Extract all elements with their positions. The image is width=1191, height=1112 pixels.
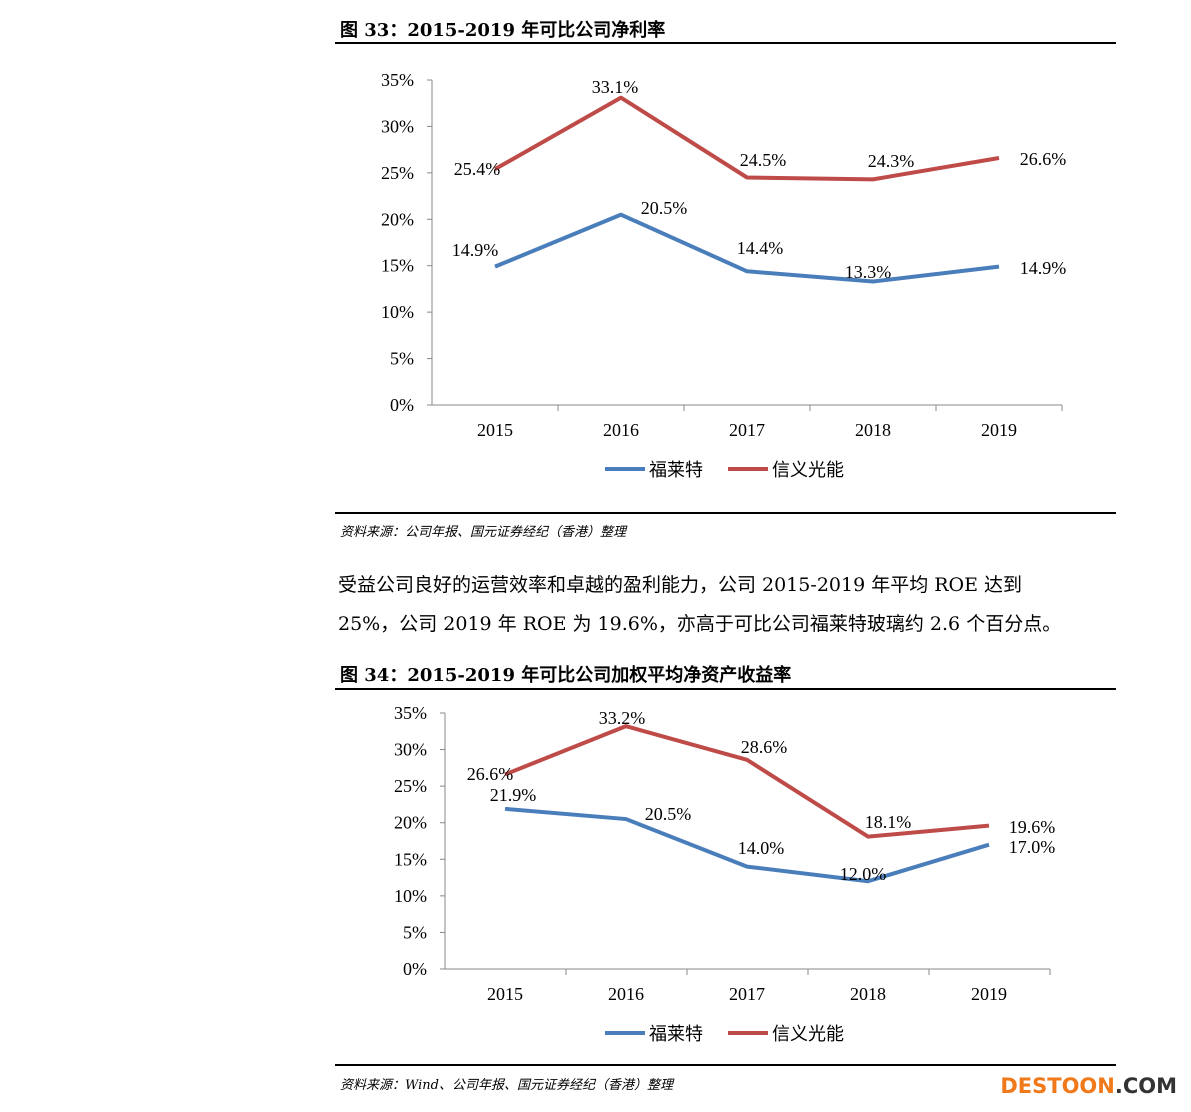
data-label: 14.9% (1020, 258, 1067, 278)
net-margin-chart: 0% 5% 10% 15% 20% 25% 30% 35% 2015 2016 2017 2018 20… (381, 70, 1067, 480)
data-label: 28.6% (741, 737, 788, 757)
series-line-xinyi (494, 95, 1000, 182)
figure-34-title: 图 34：2015-2019 年可比公司加权平均净资产收益率 (340, 665, 792, 686)
data-label: 20.5% (641, 198, 688, 218)
y-tick-label: 15% (394, 849, 427, 869)
series-line-xinyi (504, 724, 990, 839)
watermark-logo: DESTOON.COM (1000, 1074, 1177, 1098)
x-tick-label: 2018 (850, 984, 886, 1004)
data-label: 12.0% (840, 864, 887, 884)
y-tick-label: 25% (394, 776, 427, 796)
x-tick-label: 2016 (608, 984, 644, 1004)
data-label: 21.9% (490, 785, 537, 805)
y-tick-label: 20% (381, 209, 414, 229)
divider (335, 1064, 1116, 1066)
legend-label: 福莱特 (649, 460, 703, 480)
y-tick-label: 30% (394, 740, 427, 760)
divider (335, 688, 1116, 690)
y-tick-label: 10% (381, 302, 414, 322)
legend-label: 福莱特 (649, 1024, 703, 1044)
data-label: 25.4% (454, 159, 501, 179)
series-line-flat (504, 806, 990, 884)
roe-chart: 0% 5% 10% 15% 20% 25% 30% 35% 2015 2016 2017 2018 20… (394, 703, 1056, 1044)
y-tick-label: 5% (403, 922, 427, 942)
x-tick-label: 2017 (729, 420, 765, 440)
data-label: 13.3% (845, 262, 892, 282)
figure-33-source: 资料来源：公司年报、国元证券经纪（香港）整理 (340, 525, 627, 540)
data-label: 33.1% (592, 77, 639, 97)
data-label: 20.5% (645, 804, 692, 824)
data-label: 26.6% (467, 764, 514, 784)
x-tick-label: 2016 (603, 420, 639, 440)
data-label: 26.6% (1020, 149, 1067, 169)
x-tick-label: 2015 (477, 420, 513, 440)
divider (335, 42, 1116, 44)
series-line-flat (494, 212, 1000, 284)
x-tick-label: 2015 (487, 984, 523, 1004)
data-label: 14.4% (737, 238, 784, 258)
y-tick-label: 0% (403, 959, 427, 979)
divider (335, 512, 1116, 514)
y-tick-label: 25% (381, 163, 414, 183)
data-label: 19.6% (1009, 817, 1056, 837)
y-tick-label: 5% (390, 349, 414, 369)
data-label: 33.2% (599, 708, 646, 728)
data-label: 14.9% (452, 240, 499, 260)
y-tick-label: 35% (381, 70, 414, 90)
data-label: 18.1% (865, 812, 912, 832)
data-label: 14.0% (738, 838, 785, 858)
x-tick-label: 2019 (981, 420, 1017, 440)
x-tick-label: 2018 (855, 420, 891, 440)
data-label: 24.5% (740, 150, 787, 170)
legend-label: 信义光能 (772, 460, 844, 480)
figure-34-source: 资料来源：Wind、公司年报、国元证券经纪（香港）整理 (340, 1078, 673, 1093)
y-tick-label: 0% (390, 395, 414, 415)
x-tick-label: 2019 (971, 984, 1007, 1004)
data-label: 17.0% (1009, 837, 1056, 857)
y-tick-label: 35% (394, 703, 427, 723)
x-tick-label: 2017 (729, 984, 765, 1004)
legend-label: 信义光能 (772, 1024, 844, 1044)
figure-33-title: 图 33：2015-2019 年可比公司净利率 (340, 20, 666, 41)
y-tick-label: 20% (394, 813, 427, 833)
y-tick-label: 15% (381, 256, 414, 276)
data-label: 24.3% (868, 151, 915, 171)
body-paragraph-line-2: 25%，公司 2019 年 ROE 为 19.6%，亦高于可比公司福莱特玻璃约 … (338, 613, 1062, 635)
body-paragraph-line-1: 受益公司良好的运营效率和卓越的盈利能力，公司 2015-2019 年平均 ROE… (338, 574, 1023, 596)
y-tick-label: 10% (394, 886, 427, 906)
y-tick-label: 30% (381, 116, 414, 136)
